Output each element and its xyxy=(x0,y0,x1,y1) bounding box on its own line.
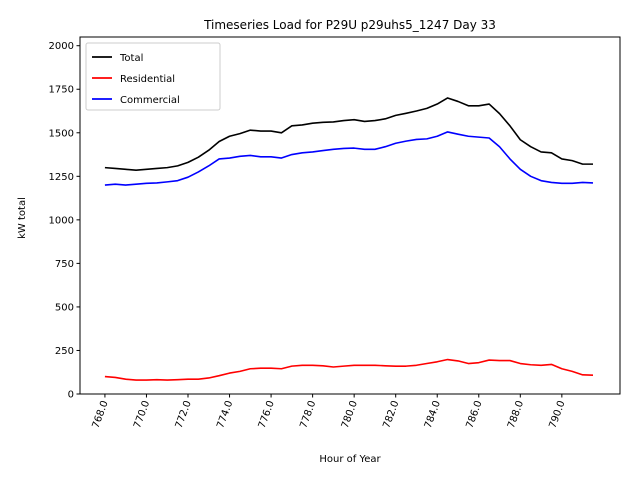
legend-box xyxy=(85,42,221,111)
chart-title: Timeseries Load for P29U p29uhs5_1247 Da… xyxy=(203,18,496,32)
legend-label-commercial: Commercial xyxy=(120,95,180,106)
x-axis-label: Hour of Year xyxy=(319,454,381,465)
legend-label-residential: Residential xyxy=(120,74,175,85)
legend: Total Residential Commercial xyxy=(85,42,221,111)
y-tick-label: 500 xyxy=(55,302,74,313)
y-tick-label: 1750 xyxy=(49,85,74,96)
series-lines xyxy=(104,97,594,381)
y-tick-label: 0 xyxy=(68,390,74,401)
legend-label-total: Total xyxy=(119,53,143,64)
y-tick-label: 750 xyxy=(55,259,74,270)
series-line-residential xyxy=(104,358,594,381)
y-tick-label: 250 xyxy=(55,346,74,357)
plot-frame xyxy=(79,36,621,395)
y-axis-label: kW total xyxy=(17,197,28,239)
y-tick-label: 1250 xyxy=(49,172,74,183)
y-tick-label: 1500 xyxy=(49,128,74,139)
series-line-total xyxy=(104,97,593,172)
series-line-commercial xyxy=(104,131,594,186)
y-tick-label: 2000 xyxy=(49,41,74,52)
y-tick-label: 1000 xyxy=(49,215,74,226)
